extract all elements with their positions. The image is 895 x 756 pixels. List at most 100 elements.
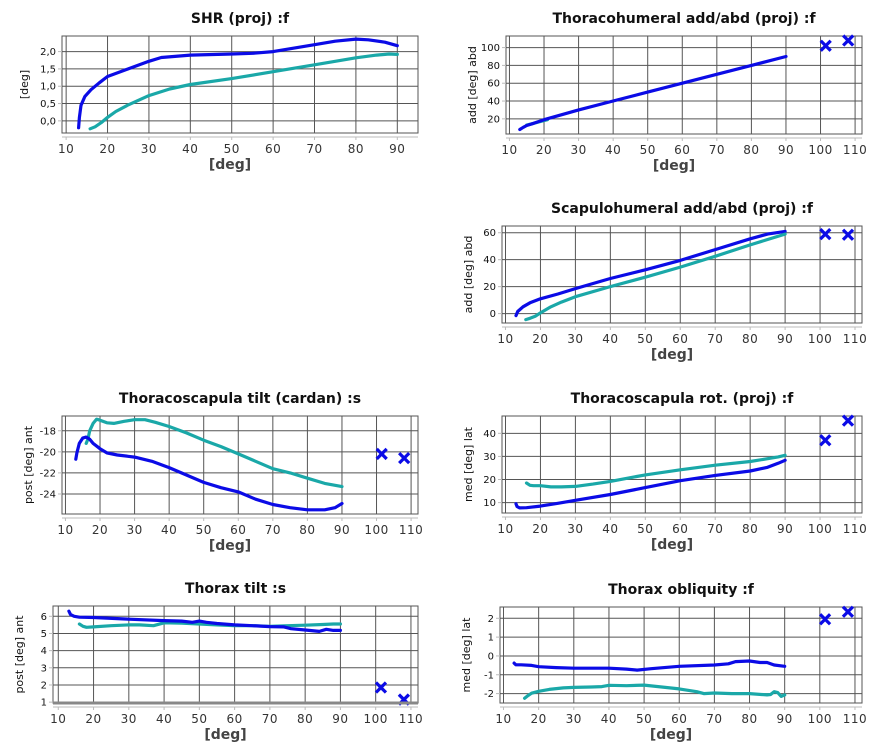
series-line-blue	[518, 54, 788, 132]
y-tick-label: 2	[488, 614, 494, 625]
x-marker	[841, 605, 855, 618]
y-tick-label: -2	[484, 689, 494, 700]
x-tick-label: 10	[57, 523, 73, 537]
y-tick-label: 100	[481, 43, 500, 54]
y-tick-label: 4	[41, 646, 47, 657]
x-marker	[374, 681, 388, 694]
x-tick-label: 30	[566, 712, 582, 726]
x-tick-label: 40	[601, 712, 617, 726]
chart-thorax-tilt: Thorax tilt :s 1 2 3 4 5 6 10 20 30 40 50 60 70 80 90 10…	[13, 581, 423, 743]
x-tick-label: 100	[808, 712, 832, 726]
x-tick-label: 90	[777, 712, 793, 726]
x-tick-label: 40	[182, 142, 198, 156]
x-tick-label: 50	[637, 522, 653, 536]
y-tick-label: 2	[41, 680, 47, 691]
y-tick-label: 40	[483, 429, 496, 440]
x-tick-label: 50	[196, 523, 212, 537]
y-tick-label: -24	[40, 489, 56, 500]
y-tick-label: 40	[483, 255, 496, 266]
x-tick-label: 110	[399, 712, 423, 726]
x-tick-label: 100	[808, 332, 832, 346]
x-tick-label: 30	[121, 712, 137, 726]
y-tick-label: 0	[488, 651, 494, 662]
chart-title: Thorax tilt :s	[185, 581, 286, 597]
y-tick-label: 6	[41, 612, 47, 623]
y-tick-label: -22	[40, 468, 56, 479]
x-marker	[841, 414, 855, 427]
x-tick-label: 20	[92, 523, 108, 537]
y-tick-label: -20	[40, 447, 56, 458]
y-tick-label: 0,5	[40, 99, 56, 110]
x-tick-label: 20	[536, 143, 552, 157]
x-tick-label: 70	[265, 523, 281, 537]
y-tick-label: 20	[483, 475, 496, 486]
x-tick-label: 50	[640, 143, 656, 157]
x-tick-label: 40	[161, 523, 177, 537]
x-marker	[841, 228, 855, 241]
x-tick-label: 90	[777, 522, 793, 536]
chart-title: SHR (proj) :f	[191, 11, 290, 27]
x-tick-label: 70	[707, 522, 723, 536]
x-marker	[818, 613, 832, 626]
x-tick-label: 70	[707, 332, 723, 346]
x-marker	[398, 452, 411, 465]
x-tick-label: 10	[50, 712, 66, 726]
x-tick-label: 60	[672, 522, 688, 536]
x-tick-label: 10	[497, 522, 513, 536]
x-tick-label: 80	[348, 142, 364, 156]
x-tick-label: 60	[672, 332, 688, 346]
series-line-blue	[514, 229, 787, 318]
y-tick-label: 60	[487, 79, 500, 90]
x-tick-label: 90	[332, 712, 348, 726]
series-line-blue	[512, 659, 787, 672]
chart-title: Thoracoscapula tilt (cardan) :s	[119, 391, 361, 407]
x-tick-label: 60	[230, 523, 246, 537]
y-tick-label: 80	[487, 61, 500, 72]
x-tick-label: 110	[843, 712, 867, 726]
x-axis-label: [deg]	[204, 727, 246, 743]
x-tick-label: 100	[364, 523, 388, 537]
x-marker	[819, 434, 832, 447]
y-axis-label: med [deg] lat	[460, 617, 473, 693]
x-tick-label: 20	[532, 332, 548, 346]
y-tick-label: 20	[487, 114, 500, 125]
x-tick-label: 80	[299, 523, 315, 537]
x-tick-label: 30	[567, 332, 583, 346]
x-tick-label: 40	[602, 332, 618, 346]
chart-title: Thorax obliquity :f	[608, 582, 755, 598]
x-tick-label: 70	[706, 712, 722, 726]
x-marker	[842, 34, 855, 47]
x-axis-label: [deg]	[650, 727, 692, 743]
plot-area	[61, 415, 419, 515]
y-tick-label: 5	[41, 629, 47, 640]
x-tick-label: 110	[843, 143, 867, 157]
series-line-teal	[523, 683, 787, 700]
y-tick-label: 10	[483, 498, 496, 509]
y-tick-label: 0,0	[40, 116, 56, 127]
x-tick-label: 60	[226, 712, 242, 726]
y-tick-label: 0	[490, 309, 496, 320]
series-line-teal	[88, 52, 399, 131]
y-tick-label: 40	[487, 97, 500, 108]
y-tick-label: 1,5	[40, 64, 56, 75]
series-line-teal	[524, 232, 787, 322]
y-tick-label: 3	[41, 663, 47, 674]
x-tick-label: 40	[602, 522, 618, 536]
chart-thoracohumeral: Thoracohumeral add/abd (proj) :f 20 40 60 80…	[466, 11, 867, 174]
chart-thorax-obliquity: Thorax obliquity :f -2 -1 0 1 2 10 20 30 40 50 60 70…	[460, 582, 867, 743]
x-tick-label: 110	[399, 523, 423, 537]
x-tick-label: 40	[156, 712, 172, 726]
x-marker	[819, 227, 832, 241]
x-tick-label: 100	[808, 143, 832, 157]
x-tick-label: 20	[85, 712, 101, 726]
chart-thoracoscapula-rot: Thoracoscapula rot. (proj) :f 10 20 30 40 10 2…	[462, 391, 867, 553]
y-tick-label: 20	[483, 282, 496, 293]
x-tick-label: 100	[363, 712, 387, 726]
y-tick-label: -18	[40, 426, 56, 437]
plot-area	[501, 415, 863, 514]
x-tick-label: 90	[777, 332, 793, 346]
y-axis-label: [deg]	[18, 70, 31, 99]
chart-title: Scapulohumeral add/abd (proj) :f	[551, 201, 814, 217]
x-tick-label: 80	[743, 143, 759, 157]
